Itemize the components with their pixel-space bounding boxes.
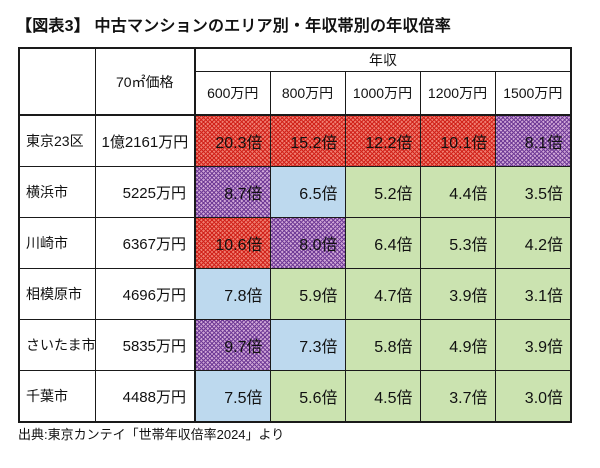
ratio-cell: 7.8倍 bbox=[194, 268, 271, 320]
ratio-cell: 4.9倍 bbox=[419, 319, 496, 371]
ratio-cell: 4.4倍 bbox=[419, 166, 496, 218]
ratio-cell: 20.3倍 bbox=[194, 114, 271, 167]
area-cell: 横浜市 bbox=[18, 166, 96, 218]
ratio-cell: 5.8倍 bbox=[344, 319, 421, 371]
header-row-incomes: 600万円 800万円 1000万円 1200万円 1500万円 bbox=[19, 71, 572, 116]
price-cell: 4488万円 bbox=[94, 370, 196, 423]
price-cell: 4696万円 bbox=[94, 268, 196, 320]
area-cell: 千葉市 bbox=[18, 370, 96, 423]
ratio-cell: 8.0倍 bbox=[269, 217, 346, 269]
income-column-header: 1000万円 bbox=[344, 71, 421, 116]
ratio-cell: 3.7倍 bbox=[419, 370, 496, 423]
ratio-cell: 3.9倍 bbox=[419, 268, 496, 320]
ratio-cell: 4.7倍 bbox=[344, 268, 421, 320]
corner-cell bbox=[18, 47, 96, 116]
ratio-cell: 4.2倍 bbox=[494, 217, 572, 269]
ratio-cell: 5.3倍 bbox=[419, 217, 496, 269]
area-cell: 相模原市 bbox=[18, 268, 96, 320]
price-cell: 1億2161万円 bbox=[94, 114, 196, 167]
ratio-cell: 3.9倍 bbox=[494, 319, 572, 371]
income-column-header: 800万円 bbox=[269, 71, 346, 116]
ratio-cell: 3.1倍 bbox=[494, 268, 572, 320]
ratio-cell: 3.0倍 bbox=[494, 370, 572, 423]
ratio-cell: 5.9倍 bbox=[269, 268, 346, 320]
ratio-table: 70㎡価格 年収 600万円 800万円 1000万円 1200万円 1500万… bbox=[18, 47, 573, 423]
ratio-cell: 10.1倍 bbox=[419, 114, 496, 167]
area-cell: 川崎市 bbox=[18, 217, 96, 269]
income-column-header: 600万円 bbox=[194, 71, 271, 116]
header-row-group: 70㎡価格 年収 bbox=[18, 47, 572, 116]
ratio-cell: 5.6倍 bbox=[269, 370, 346, 423]
table-body: 東京23区 1億2161万円 20.3倍 15.2倍 12.2倍 10.1倍 8.1倍 横浜市… bbox=[18, 114, 572, 423]
ratio-cell: 10.6倍 bbox=[194, 217, 271, 269]
price-column-header: 70㎡価格 bbox=[94, 47, 196, 116]
source-note: 出典:東京カンテイ「世帯年収倍率2024」より bbox=[18, 427, 285, 442]
table-row: 相模原市 4696万円 7.8倍 5.9倍 4.7倍 3.9倍 3.1倍 bbox=[18, 268, 572, 320]
ratio-cell: 12.2倍 bbox=[344, 114, 421, 167]
price-cell: 5225万円 bbox=[94, 166, 196, 218]
table-row: 川崎市 6367万円 10.6倍 8.0倍 6.4倍 5.3倍 4.2倍 bbox=[18, 217, 572, 269]
figure-title: 【図表3】 中古マンションのエリア別・年収帯別の年収倍率 bbox=[16, 18, 451, 35]
price-cell: 6367万円 bbox=[94, 217, 196, 269]
ratio-cell: 15.2倍 bbox=[269, 114, 346, 167]
table-row: 東京23区 1億2161万円 20.3倍 15.2倍 12.2倍 10.1倍 8.1倍 bbox=[18, 114, 572, 167]
ratio-cell: 4.5倍 bbox=[344, 370, 421, 423]
income-column-header: 1200万円 bbox=[419, 71, 496, 116]
area-cell: 東京23区 bbox=[18, 114, 96, 167]
income-group-header: 年収 bbox=[193, 47, 572, 72]
income-column-header: 1500万円 bbox=[494, 71, 572, 116]
ratio-cell: 6.4倍 bbox=[344, 217, 421, 269]
area-cell: さいたま市 bbox=[18, 319, 96, 371]
ratio-cell: 7.5倍 bbox=[194, 370, 271, 423]
table-row: 千葉市 4488万円 7.5倍 5.6倍 4.5倍 3.7倍 3.0倍 bbox=[18, 370, 572, 423]
ratio-cell: 3.5倍 bbox=[494, 166, 572, 218]
ratio-cell: 8.1倍 bbox=[494, 114, 572, 167]
ratio-cell: 6.5倍 bbox=[269, 166, 346, 218]
ratio-cell: 9.7倍 bbox=[194, 319, 271, 371]
ratio-cell: 8.7倍 bbox=[194, 166, 271, 218]
price-cell: 5835万円 bbox=[94, 319, 196, 371]
table-row: 横浜市 5225万円 8.7倍 6.5倍 5.2倍 4.4倍 3.5倍 bbox=[18, 166, 572, 218]
ratio-cell: 7.3倍 bbox=[269, 319, 346, 371]
ratio-cell: 5.2倍 bbox=[344, 166, 421, 218]
table-row: さいたま市 5835万円 9.7倍 7.3倍 5.8倍 4.9倍 3.9倍 bbox=[18, 319, 572, 371]
